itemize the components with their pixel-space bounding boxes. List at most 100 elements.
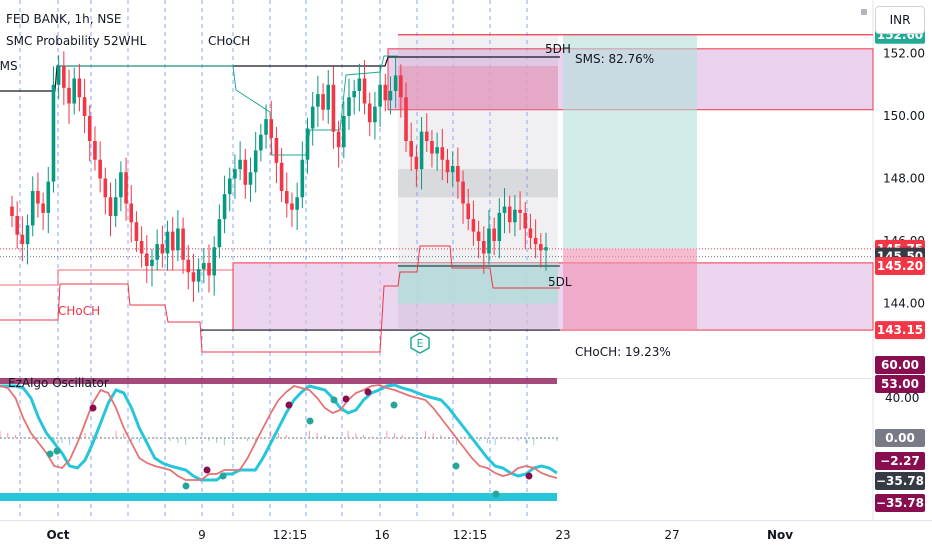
candle-body	[358, 79, 362, 92]
candle-body	[347, 97, 351, 116]
candle-body	[114, 197, 118, 216]
sms-left-label: SMS	[0, 59, 18, 73]
candle-body	[399, 75, 403, 97]
osc-tick-label: 40.00	[885, 391, 919, 405]
indicator-title: SMC Probability 52WHL	[6, 34, 147, 48]
candle-body	[15, 216, 19, 235]
candle-body	[285, 191, 289, 204]
candle-body	[93, 141, 97, 160]
candle-body	[352, 91, 356, 97]
candle-body	[62, 66, 66, 88]
candle-body	[389, 91, 393, 100]
candle-body	[264, 119, 268, 135]
candle-body	[78, 79, 82, 98]
entry-marker[interactable]: E	[410, 332, 430, 354]
osc-cross-dot	[183, 483, 190, 490]
oscillator-axis[interactable]: 40.00 60.00 53.00 0.00 −2.27 −35.78 −35.78	[875, 356, 925, 512]
time-tick-label: Nov	[767, 528, 793, 542]
candle-body	[207, 263, 211, 276]
sms-probability-label: SMS: 82.76%	[575, 52, 654, 66]
candle-body	[254, 150, 258, 172]
candle-body	[186, 260, 190, 273]
price-tick-label: 152.00	[883, 47, 925, 61]
candle-body	[249, 172, 253, 185]
candle-body	[394, 75, 398, 91]
candle-body	[181, 229, 185, 260]
candle-body	[306, 129, 310, 160]
currency-button[interactable]: INR	[875, 6, 925, 34]
candle-body	[83, 97, 87, 116]
price-tick-label: 148.00	[883, 172, 925, 186]
candle-body	[425, 132, 429, 141]
candle-body	[539, 244, 543, 250]
candle-body	[269, 119, 273, 138]
candle-body	[145, 254, 149, 267]
candle-body	[518, 210, 522, 213]
candle-body	[155, 244, 159, 260]
candle-body	[109, 197, 113, 216]
time-axis[interactable]: Oct 9 12:15 16 12:15 23 27 Nov	[46, 528, 793, 542]
candle-body	[544, 247, 548, 250]
choch-probability-label: CHoCH: 19.23%	[575, 345, 671, 359]
candle-body	[21, 235, 25, 244]
choch-top-label: CHoCH	[208, 34, 250, 48]
candle-body	[508, 207, 512, 223]
candle-body	[290, 204, 294, 210]
osc-cross-dot	[343, 396, 350, 403]
time-tick-label: 12:15	[273, 528, 308, 542]
collapse-icon[interactable]	[861, 9, 867, 15]
osc-oversold-band	[0, 493, 557, 501]
candle-body	[192, 272, 196, 281]
candle-body	[233, 169, 237, 178]
candle-body	[420, 132, 424, 170]
osc-cross-dot	[220, 473, 227, 480]
candle-body	[161, 244, 165, 253]
candle-body	[415, 157, 419, 170]
candle-body	[67, 88, 71, 104]
candle-body	[129, 204, 133, 223]
osc-cross-dot	[90, 405, 97, 412]
candle-body	[218, 219, 222, 247]
candle-body	[321, 94, 325, 110]
price-tick-label: 144.00	[883, 297, 925, 311]
candle-body	[472, 219, 476, 232]
candle-body	[202, 263, 206, 269]
candle-body	[383, 85, 387, 101]
candle-body	[223, 194, 227, 219]
osc-cross-dot	[526, 473, 533, 480]
candle-body	[441, 147, 445, 160]
candle-body	[88, 116, 92, 141]
candle-body	[337, 132, 341, 148]
candle-body	[482, 241, 486, 254]
candle-body	[534, 238, 538, 244]
target-box	[563, 35, 697, 249]
candle-body	[26, 225, 30, 244]
candle-body	[46, 182, 50, 213]
candle-body	[295, 197, 299, 210]
time-tick-label: 16	[374, 528, 389, 542]
osc-cross-dot	[204, 467, 211, 474]
candle-body	[451, 166, 455, 172]
candle-body	[498, 213, 502, 241]
osc-cross-dot	[307, 418, 314, 425]
osc-tag-label: −35.78	[876, 496, 924, 510]
oscillator-title: EzAlgo Oscillator	[8, 376, 109, 390]
price-axis[interactable]: 152.00150.00148.00146.00144.00152.60145.…	[875, 26, 925, 339]
osc-cross-dot	[391, 402, 398, 409]
candle-body	[52, 85, 56, 182]
candle-body	[280, 163, 284, 191]
candle-body	[275, 138, 279, 163]
symbol-title: FED BANK, 1h, NSE	[6, 12, 122, 26]
candle-body	[197, 269, 201, 282]
candle-body	[150, 260, 154, 266]
price-tick-label: 150.00	[883, 109, 925, 123]
osc-cross-dot	[331, 397, 338, 404]
candle-body	[301, 160, 305, 198]
time-tick-label: 9	[198, 528, 206, 542]
candle-body	[342, 116, 346, 147]
candle-body	[31, 191, 35, 225]
candle-body	[212, 247, 216, 275]
candle-body	[409, 141, 413, 157]
time-tick-label: 27	[664, 528, 679, 542]
